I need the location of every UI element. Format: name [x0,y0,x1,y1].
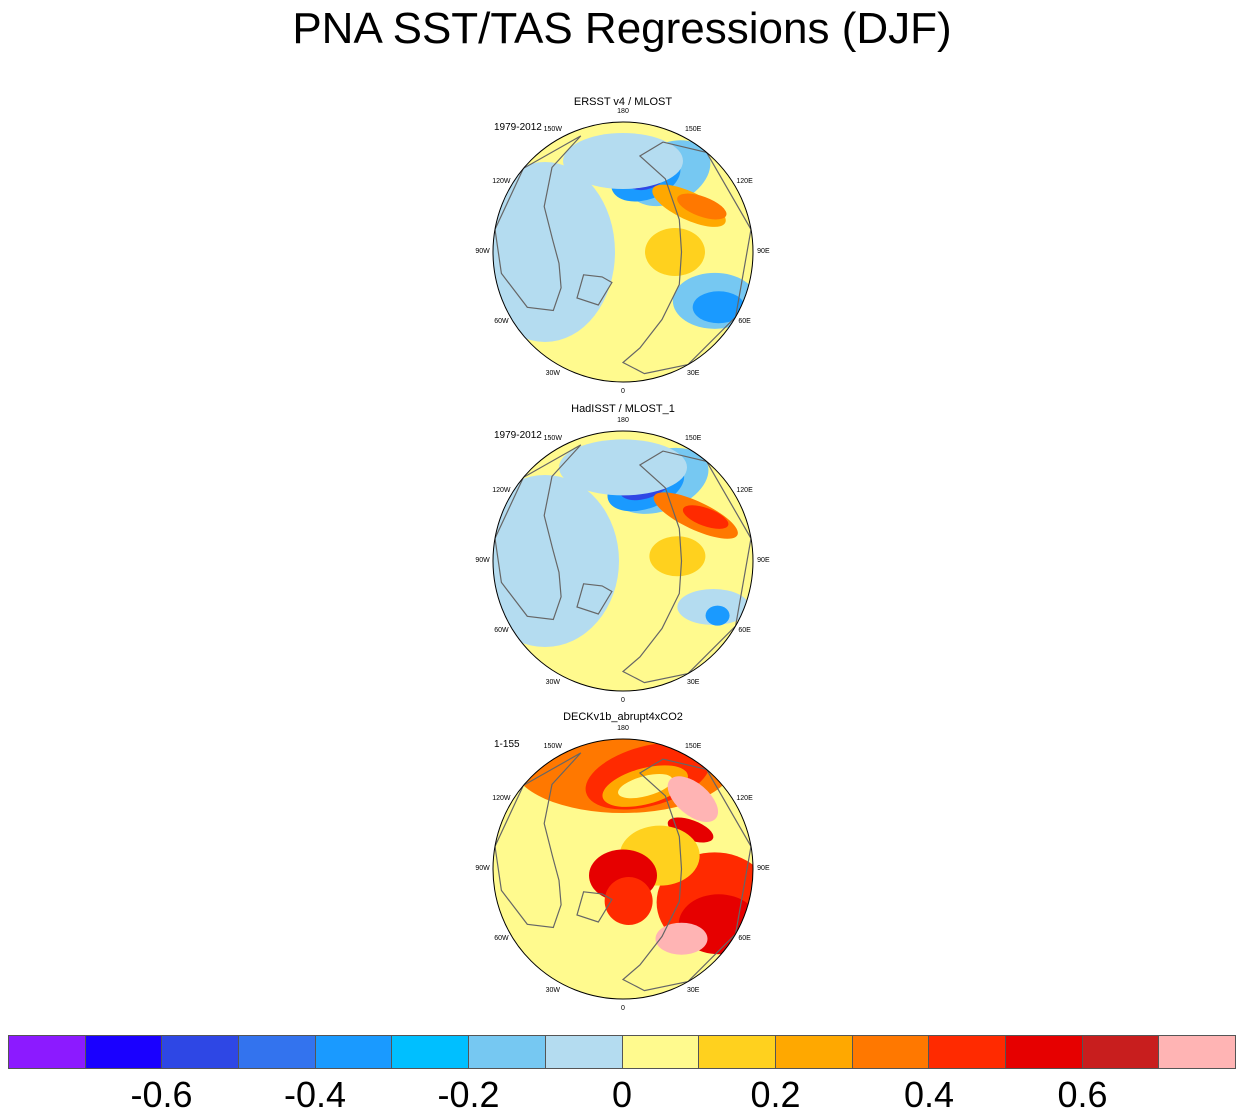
map-border [492,430,754,692]
coastline [576,583,613,615]
longitude-label: 90E [757,248,770,255]
coastline [576,274,613,306]
anomaly-patch [493,162,615,342]
longitude-label: 90E [757,865,770,872]
longitude-label: 180 [617,416,629,424]
colorbar-box [469,1036,546,1068]
anomaly-patch [493,475,619,647]
colorbar-box [392,1036,470,1068]
panel-title: ERSST v4 / MLOST [573,96,673,108]
panel-period: 1979-2012 [494,122,542,133]
colorbar-label: -0.4 [283,1074,347,1115]
colorbar-box [85,1036,163,1068]
colorbar-label: 0.6 [1057,1074,1108,1115]
longitude-label: 60E [738,318,751,326]
colorbar-box [239,1036,316,1068]
colorbar-box [852,1036,930,1068]
longitude-label: 90W [475,248,490,255]
longitude-label: 120W [492,486,511,494]
longitude-label: 60W [494,935,509,943]
colorbar-box [929,1036,1006,1068]
longitude-label: 120E [736,794,753,802]
colorbar-box [1082,1036,1160,1068]
coastline [494,444,582,621]
anomaly-patch [618,774,673,799]
longitude-label: 120E [736,486,753,494]
polar-map [492,430,754,692]
longitude-label: 150W [543,743,562,751]
longitude-label: 30E [686,986,700,994]
colorbar-label: 0.4 [903,1074,955,1115]
polar-map [492,121,754,383]
coastline [621,141,752,375]
coastline [621,758,752,992]
coastline [494,135,582,312]
panel-period: 1-155 [494,739,520,750]
colorbar-box [699,1036,776,1068]
longitude-label: 0 [621,388,625,396]
longitude-label: 180 [617,724,629,732]
coastline [576,891,613,923]
panel-title: HadISST / MLOST_1 [571,403,675,415]
longitude-label: 120W [492,177,511,185]
colorbar-box [315,1036,393,1068]
longitude-label: 120W [492,794,511,802]
longitude-label: 30E [686,369,700,377]
longitude-label: 90W [475,557,490,564]
anomaly-patch [649,536,706,577]
map-border [492,738,754,1000]
colorbar-label: 0.2 [750,1074,801,1115]
longitude-label: 60E [738,627,751,635]
longitude-label: 150E [685,435,702,443]
longitude-label: 60W [494,318,509,326]
longitude-label: 60W [494,627,509,635]
anomaly-patch [705,605,730,626]
longitude-label: 30E [686,678,700,686]
longitude-label: 0 [621,1005,625,1013]
figure-title: PNA SST/TAS Regressions (DJF) [292,4,952,53]
polar-map [492,738,754,1000]
colorbar-label: -0.6 [130,1074,193,1115]
longitude-label: 0 [621,697,625,705]
longitude-label: 30W [545,986,560,994]
longitude-label: 150E [685,126,702,134]
panel-period: 1979-2012 [494,430,542,441]
coastline [494,752,582,929]
longitude-label: 30W [545,369,560,377]
longitude-label: 180 [617,107,629,115]
anomaly-patch [682,505,729,529]
anomaly-patch [677,193,727,220]
anomaly-patch [645,228,705,276]
colorbar-box [1005,1036,1083,1068]
colorbar-box [9,1036,86,1068]
anomaly-patch [692,291,745,324]
longitude-label: 30W [545,678,560,686]
colorbar [8,1035,1236,1069]
longitude-label: 60E [738,935,751,943]
colorbar-label: 0 [611,1074,633,1115]
longitude-label: 90E [757,557,770,564]
colorbar-label: -0.2 [437,1074,500,1115]
longitude-label: 150E [685,743,702,751]
longitude-label: 150W [543,126,562,134]
colorbar-box [775,1036,853,1068]
longitude-label: 120E [736,177,753,185]
colorbar-box [622,1036,700,1068]
longitude-label: 150W [543,435,562,443]
colorbar-box [162,1036,240,1068]
anomaly-patch [655,922,708,955]
anomaly-patch [563,133,683,189]
map-border [492,121,754,383]
longitude-label: 90W [475,865,490,872]
coastline [621,450,752,684]
anomaly-patch [604,877,653,926]
anomaly-patch [559,439,687,496]
colorbar-box [1159,1036,1235,1068]
colorbar-box [545,1036,623,1068]
anomaly-patch [667,817,714,843]
panel-title: DECKv1b_abrupt4xCO2 [563,711,683,723]
anomaly-patch [667,776,719,822]
